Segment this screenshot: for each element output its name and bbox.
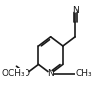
Text: N: N (47, 69, 54, 78)
Text: O: O (23, 69, 30, 78)
Text: CH₃: CH₃ (76, 69, 92, 78)
Circle shape (74, 8, 77, 12)
Circle shape (24, 71, 28, 76)
Text: N: N (72, 6, 78, 15)
Circle shape (49, 71, 53, 76)
Text: OCH₃: OCH₃ (2, 69, 25, 78)
